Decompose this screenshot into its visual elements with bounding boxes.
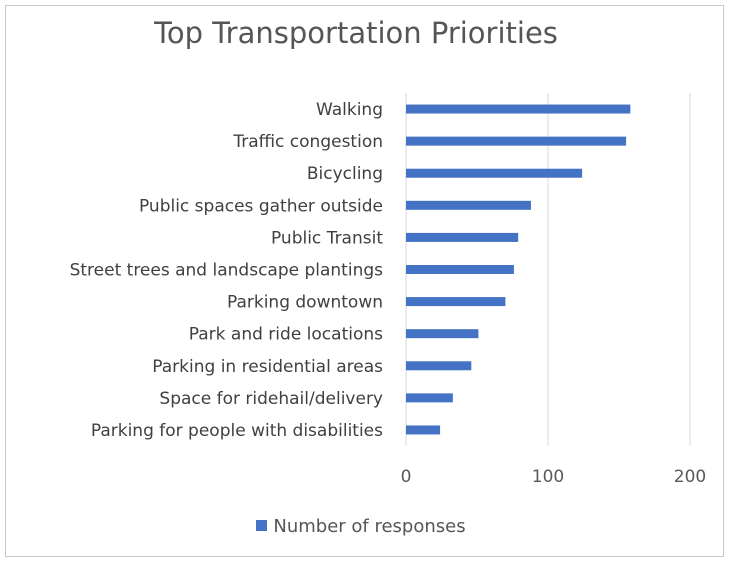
category-label: Walking [316,100,383,120]
category-label: Public Transit [271,228,383,248]
bar [406,297,506,307]
category-label: Space for ridehail/delivery [159,389,383,409]
category-label: Bicycling [307,164,383,184]
category-label: Street trees and landscape plantings [70,261,384,281]
bar [406,136,627,146]
chart-legend: Number of responses [0,516,722,537]
category-label: Parking downtown [227,293,383,313]
bar [406,265,514,274]
chart-frame [5,5,724,557]
x-tick-label: 100 [532,467,564,487]
bar [406,425,441,435]
category-label: Traffic congestion [232,132,383,152]
x-tick-label: 0 [401,467,412,487]
category-label: Parking in residential areas [152,357,383,377]
bar [406,232,519,242]
bar [406,168,583,178]
bar [406,393,453,403]
category-label: Parking for people with disabilities [91,421,383,441]
bar [406,104,631,114]
x-tick-label: 200 [674,467,706,487]
chart-title: Top Transportation Priorities [154,16,558,50]
legend-label: Number of responses [273,516,466,537]
legend-swatch [256,520,268,531]
bar [406,200,531,210]
bar [406,329,479,339]
category-label: Park and ride locations [189,325,383,345]
category-label: Public spaces gather outside [139,196,383,216]
bar [406,361,472,371]
